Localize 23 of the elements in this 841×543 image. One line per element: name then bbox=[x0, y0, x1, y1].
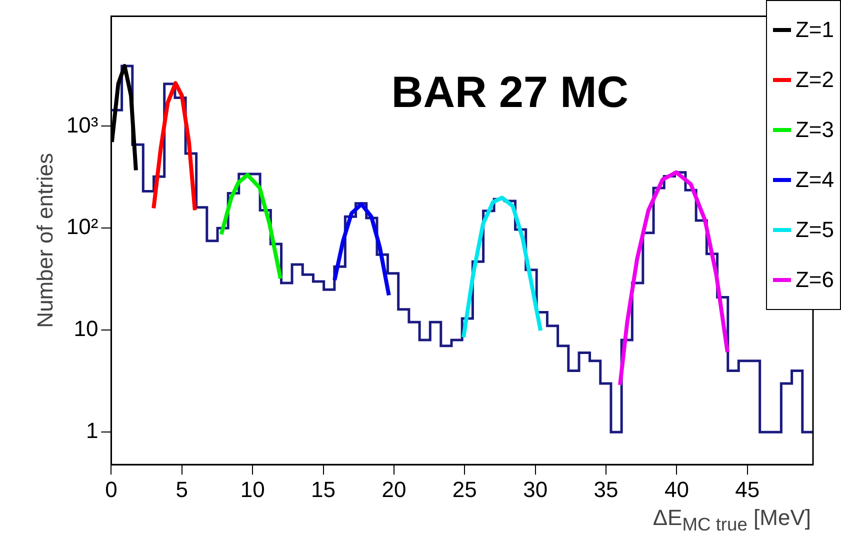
legend-label: Z=6 bbox=[795, 267, 834, 293]
x-tick-label: 15 bbox=[311, 476, 336, 502]
x-tick-label: 35 bbox=[594, 476, 618, 502]
y-axis-title: Number of entries bbox=[32, 152, 58, 328]
y-tick-label: 1 bbox=[86, 418, 98, 444]
x-tick-label: 0 bbox=[105, 476, 118, 502]
x-tick-label: 30 bbox=[523, 476, 548, 502]
x-tick-label: 45 bbox=[735, 476, 760, 502]
y-tick-label: 10² bbox=[66, 214, 98, 240]
x-axis-title: ΔE$_{MC true}$ [MeV] bbox=[652, 505, 811, 536]
x-tick-label: 40 bbox=[664, 476, 689, 502]
legend-label: Z=1 bbox=[795, 17, 834, 43]
legend-label: Z=2 bbox=[795, 67, 834, 93]
text: BAR 27 MC bbox=[390, 68, 630, 118]
legend-label: Z=3 bbox=[795, 117, 834, 143]
y-tick-label: 10³ bbox=[66, 112, 98, 138]
x-tick-label: 10 bbox=[240, 476, 265, 502]
legend-label: Z=4 bbox=[795, 167, 834, 193]
x-tick-label: 20 bbox=[382, 476, 406, 502]
legend-label: Z=5 bbox=[795, 217, 834, 243]
y-tick-label: 10 bbox=[74, 316, 98, 342]
x-tick-label: 5 bbox=[176, 476, 188, 502]
x-tick-label: 25 bbox=[452, 476, 477, 502]
